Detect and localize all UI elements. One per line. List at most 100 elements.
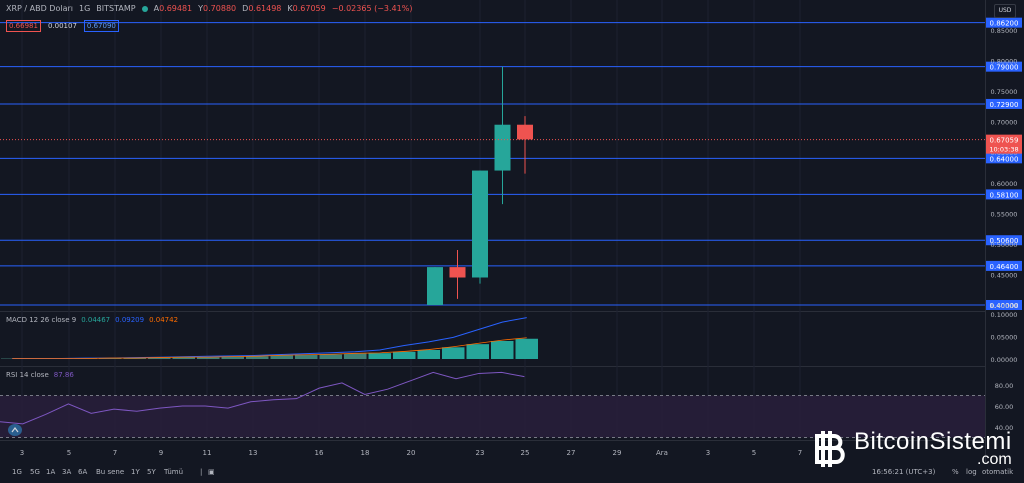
level-label-bg [986, 17, 1022, 28]
ohlc-high: Y0.70880 [198, 4, 237, 13]
price-tick-label: 0.40000 [991, 302, 1018, 310]
level-label-bg [986, 98, 1022, 109]
macd-hist-bar [270, 355, 293, 359]
time-tick-label: 5 [67, 449, 71, 457]
macd-hist-bar [442, 347, 465, 359]
macd-tick-label: 0.10000 [991, 311, 1018, 319]
price-tick-label: 0.55000 [991, 210, 1018, 218]
sell-price-chip[interactable]: 0.66981 [6, 20, 41, 32]
watermark-brand: BitcoinSistemi [854, 428, 1012, 455]
last-price-badge [986, 134, 1022, 154]
price-axis[interactable]: 0.850000.800000.750000.700000.650000.600… [986, 27, 1022, 310]
time-tick-label: 11 [203, 449, 212, 457]
price-tick-label: 0.45000 [991, 271, 1018, 279]
timeframe-button[interactable]: 3A [62, 468, 72, 476]
rsi-tick-label: 60.00 [995, 403, 1014, 411]
horizontal-levels[interactable]: 0.86200 0.79000 0.72900 0.64000 0.58100 0.506… [0, 17, 1022, 310]
buy-price-chip[interactable]: 0.67090 [83, 20, 119, 32]
axis-divider [985, 0, 986, 462]
ohlc-close: K0.67059 [287, 4, 326, 13]
time-tick-label: Ara [656, 449, 668, 457]
currency-button[interactable]: USD [994, 4, 1016, 18]
exchange: BITSTAMP [96, 4, 136, 13]
percent-toggle[interactable]: % [952, 468, 959, 476]
price-tick-label: 0.60000 [991, 180, 1018, 188]
timeframe-button[interactable]: 1G [12, 468, 22, 476]
countdown-label: 10:03:38 [989, 146, 1018, 154]
timeframe-button[interactable]: 5Y [147, 468, 156, 476]
time-tick-label: 20 [407, 449, 416, 457]
macd-signal-line [12, 337, 527, 359]
level-label: 0.86200 [990, 20, 1019, 28]
log-toggle[interactable]: log [966, 468, 977, 476]
level-label: 0.79000 [990, 64, 1019, 72]
clock: 16:56:21 (UTC+3) [872, 468, 936, 476]
pane-divider [0, 366, 985, 367]
level-label-bg [986, 61, 1022, 72]
timeframe-button[interactable]: 5G [30, 468, 40, 476]
macd-hist-bar [172, 357, 195, 359]
rsi-title[interactable]: RSI 14 close [6, 371, 49, 379]
date-range-icon[interactable]: ▣ [208, 468, 215, 476]
level-label: 0.46400 [990, 263, 1019, 271]
symbol-name[interactable]: XRP / ABD Doları [6, 4, 73, 13]
price-tick-label: 0.80000 [991, 58, 1018, 66]
level-label: 0.58100 [990, 191, 1019, 199]
separator: | [200, 468, 203, 476]
symbol-legend: XRP / ABD Doları 1G BITSTAMP A0.69481 Y0… [6, 4, 412, 13]
candle-body [449, 267, 466, 278]
grid-lines [0, 0, 986, 462]
time-tick-label: 27 [567, 449, 576, 457]
time-tick-label: 13 [249, 449, 258, 457]
last-price-label: 0.67059 [990, 137, 1019, 145]
timeframe-button[interactable]: 1Y [131, 468, 140, 476]
macd-tick-label: 0.00000 [991, 356, 1018, 364]
watermark-suffix: .com [977, 451, 1012, 468]
time-tick-label: 7 [798, 449, 802, 457]
time-tick-label: 16 [315, 449, 324, 457]
level-label: 0.72900 [990, 101, 1019, 109]
macd-hist-bar [393, 351, 416, 359]
rsi-tick-label: 80.00 [995, 382, 1014, 390]
level-label-bg [986, 153, 1022, 164]
macd-hist-bar [417, 350, 440, 359]
macd-hist-bar [344, 353, 367, 359]
timeframe-button[interactable]: Tümü [164, 468, 184, 476]
price-tick-label: 0.85000 [991, 27, 1018, 35]
timeframe-button[interactable]: 1A [46, 468, 56, 476]
macd-hist-bar [319, 354, 342, 359]
spread-chip: 0.00107 [47, 22, 77, 30]
candle-body [472, 170, 488, 278]
time-tick-label: 5 [752, 449, 756, 457]
time-tick-label: 23 [476, 449, 485, 457]
macd-tick-label: 0.05000 [991, 334, 1018, 342]
macd-pane: 0.10000 0.05000 0.00000 [1, 311, 1017, 364]
time-tick-label: 3 [20, 449, 24, 457]
macd-title[interactable]: MACD 12 26 close 9 [6, 316, 77, 324]
timeframe-button[interactable]: Bu sene [96, 468, 125, 476]
rsi-pane: 80.00 60.00 40.00 [0, 371, 1014, 438]
macd-hist-bar [197, 357, 220, 359]
time-tick-label: 9 [159, 449, 163, 457]
rsi-legend: RSI 14 close 87.86 [6, 371, 74, 379]
rsi-tick-label: 40.00 [995, 424, 1014, 432]
interval[interactable]: 1G [79, 4, 91, 13]
pane-settings-icon[interactable] [8, 424, 22, 436]
time-axis[interactable]: 3 5 7 9 11 13 16 18 20 23 25 27 29 Ara 3 5 7 [20, 449, 802, 457]
level-label-bg [986, 235, 1022, 246]
macd-legend: MACD 12 26 close 9 0.04467 0.09209 0.047… [6, 316, 178, 324]
rsi-value: 87.86 [53, 371, 74, 379]
level-label: 0.40000 [990, 302, 1019, 310]
level-label-bg [986, 189, 1022, 200]
candle-body [517, 124, 533, 140]
auto-toggle[interactable]: otomatik [982, 468, 1014, 476]
macd-hist-bar [123, 358, 146, 359]
macd-signal-value: 0.04742 [149, 316, 179, 324]
price-tick-label: 0.50000 [991, 241, 1018, 249]
candle-body [494, 124, 511, 171]
time-tick-label: 7 [113, 449, 117, 457]
timeframe-button[interactable]: 6A [78, 468, 88, 476]
candle-body [427, 267, 443, 305]
bid-ask-chips: 0.66981 0.00107 0.67090 [6, 20, 119, 32]
